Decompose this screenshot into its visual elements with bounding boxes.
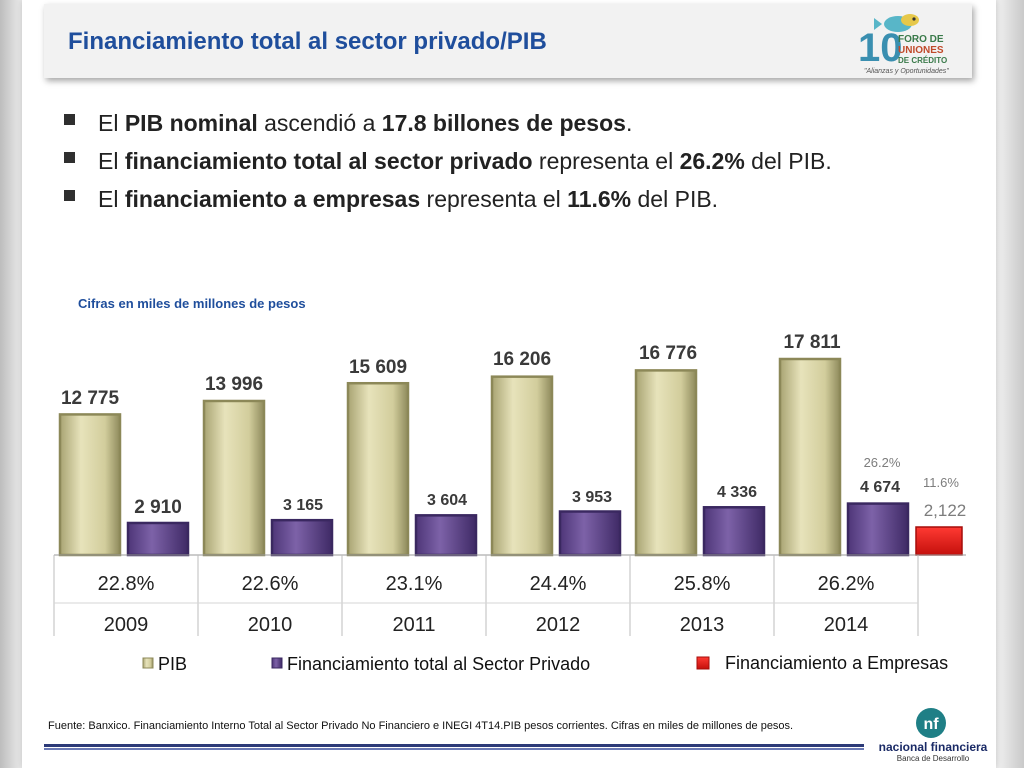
ratio-cell: 26.2% <box>818 573 875 595</box>
nafin-logo: nf nacional financiera Banca de Desarrol… <box>874 706 992 764</box>
source-note: Fuente: Banxico. Financiamiento Interno … <box>48 720 794 732</box>
nafin-logo-icon: nf <box>916 708 946 738</box>
bullet-text: El <box>98 148 125 174</box>
pib-value-label: 15 609 <box>349 357 407 378</box>
bullet-text: . <box>625 110 633 136</box>
legend-financiamiento-swatch <box>271 657 283 669</box>
pib-bar <box>778 357 842 557</box>
ratio-cell: 24.4% <box>530 573 587 595</box>
bullet-text: 26.2% <box>679 148 745 174</box>
ratio-cell: 25.8% <box>674 573 731 595</box>
title-bar: Financiamiento total al sector privado/P… <box>44 4 972 78</box>
bullet-item: El financiamiento a empresas representa … <box>62 184 832 222</box>
bullet-text: PIB nominal <box>124 110 258 136</box>
legend-financiamiento-label: Financiamiento total al Sector Privado <box>287 654 590 674</box>
financiamiento-bar <box>558 510 622 557</box>
pib-bar <box>58 413 122 557</box>
empresas-bar <box>915 526 963 556</box>
foro-logo-number: 10 <box>858 26 903 70</box>
bullet-square-icon <box>64 152 75 163</box>
bullet-text: representa el <box>420 186 568 212</box>
pib-value-label: 17 811 <box>783 332 840 353</box>
bullet-text: El <box>98 110 125 136</box>
legend-pib-swatch <box>142 657 154 669</box>
financiamiento-value-label: 3 165 <box>283 497 323 514</box>
bullet-text: financiamiento total al sector privado <box>124 148 533 174</box>
empresas-value-label: 2,122 <box>924 501 967 520</box>
nafin-name: nacional financiera <box>878 740 988 754</box>
legend-empresas-label: Financiamiento a Empresas <box>725 653 948 673</box>
pib-value-label: 13 996 <box>205 374 263 395</box>
bullet-text: ascendió a <box>257 110 382 136</box>
foro-logo-tagline: "Alianzas y Oportunidades" <box>864 68 949 75</box>
chart-annotation: 11.6% <box>923 475 959 490</box>
nafin-sub: Banca de Desarrollo <box>896 754 970 763</box>
legend-pib-label: PIB <box>158 654 187 674</box>
bullet-item: El PIB nominal ascendió a 17.8 billones … <box>62 108 832 146</box>
financiamiento-value-label: 4 674 <box>860 479 900 496</box>
bullet-text: El <box>98 186 125 212</box>
year-cell: 2013 <box>680 614 725 636</box>
bullet-text: del PIB. <box>631 186 719 212</box>
ratio-cell: 22.6% <box>242 573 299 595</box>
pib-bar <box>202 399 266 557</box>
pib-bar <box>634 369 698 557</box>
pib-value-label: 16 206 <box>493 349 551 370</box>
pib-value-label: 16 776 <box>639 343 697 364</box>
legend-empresas-swatch <box>696 656 710 670</box>
year-cell: 2014 <box>824 614 869 636</box>
ratio-cell: 22.8% <box>98 573 155 595</box>
bullet-text: 17.8 billones de pesos <box>381 110 626 136</box>
bullet-text: financiamiento a empresas <box>124 186 421 212</box>
financiamiento-bar <box>702 506 766 557</box>
pib-bar <box>490 375 554 557</box>
financiamiento-value-label: 3 953 <box>572 489 612 506</box>
financiamiento-bar <box>270 518 334 557</box>
svg-text:nf: nf <box>923 716 939 733</box>
footer-rule <box>44 744 864 747</box>
year-cell: 2012 <box>536 614 581 636</box>
financiamiento-value-label: 4 336 <box>717 484 757 501</box>
bullet-text: del PIB. <box>744 148 832 174</box>
bullet-square-icon <box>64 114 75 125</box>
foro-logo-line2: UNIONES <box>898 45 944 56</box>
bullet-text: 11.6% <box>567 186 632 212</box>
year-cell: 2009 <box>104 614 149 636</box>
ratio-cell: 23.1% <box>386 573 443 595</box>
financiamiento-bar <box>126 521 190 557</box>
foro-logo-line3: DE CRÉDITO <box>898 56 948 65</box>
financiamiento-value-label: 3 604 <box>427 492 467 509</box>
bullet-text: representa el <box>532 148 680 174</box>
financiamiento-bar <box>846 502 910 557</box>
page-title: Financiamiento total al sector privado/P… <box>68 28 547 55</box>
bullet-item: El financiamiento total al sector privad… <box>62 146 832 184</box>
pib-bar <box>346 381 410 557</box>
foro-logo: 10 FORO DE UNIONES DE CRÉDITO "Alianzas … <box>852 6 952 80</box>
financiamiento-bar <box>414 514 478 557</box>
foro-logo-fish-icon <box>874 14 919 32</box>
bullet-list: El PIB nominal ascendió a 17.8 billones … <box>62 108 832 222</box>
year-cell: 2011 <box>392 614 435 636</box>
bullet-square-icon <box>64 190 75 201</box>
chart-subtitle: Cifras en miles de millones de pesos <box>78 296 306 311</box>
chart-annotation: 26.2% <box>864 455 901 470</box>
footer-rule-thin <box>44 748 864 750</box>
foro-logo-line1: FORO DE <box>898 34 944 45</box>
year-cell: 2010 <box>248 614 293 636</box>
pib-value-label: 12 775 <box>61 388 120 409</box>
financiamiento-value-label: 2 910 <box>134 497 182 518</box>
